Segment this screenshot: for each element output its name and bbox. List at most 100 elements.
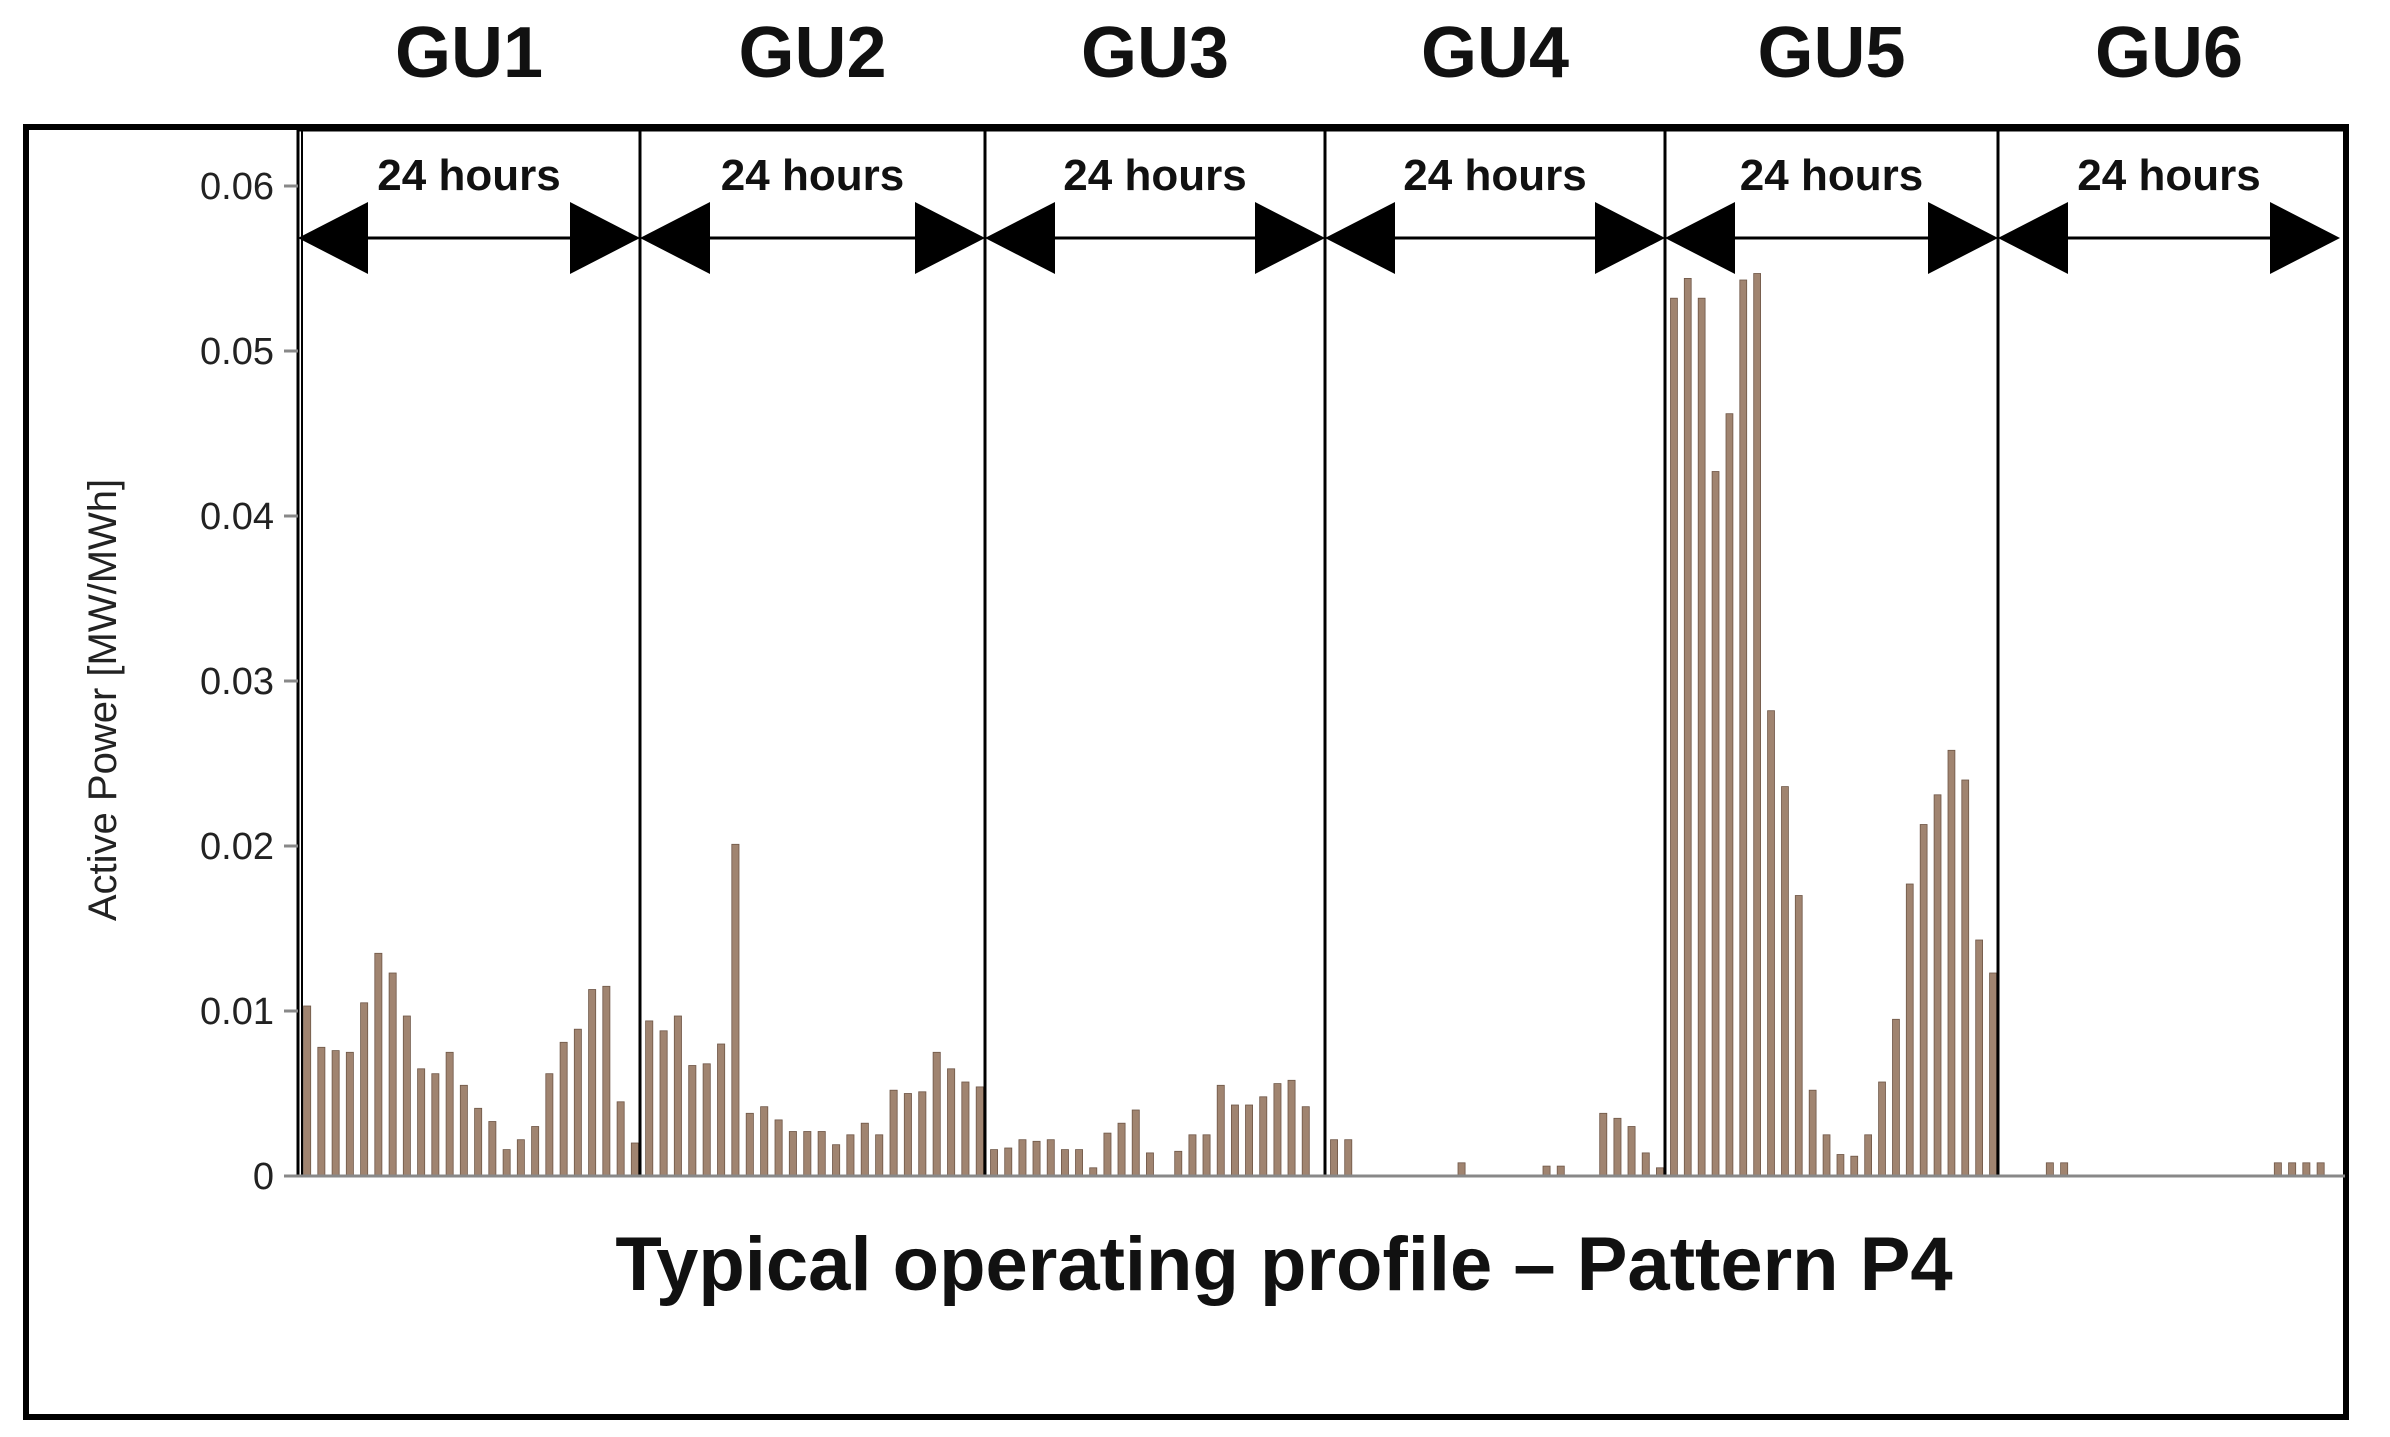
bar-gu4-h10 <box>1457 1162 1466 1177</box>
bar-gu4-h22 <box>1627 1126 1636 1177</box>
bar-gu3-h6 <box>1061 1149 1069 1177</box>
bar-gu5-h14 <box>1850 1155 1859 1177</box>
span-label: 24 hours <box>2077 151 2260 200</box>
bar-gu1-h16 <box>516 1139 525 1177</box>
bar-gu5-h4 <box>1711 471 1720 1177</box>
bar-gu5-h11 <box>1808 1089 1817 1177</box>
bar-gu5-h20 <box>1933 794 1942 1177</box>
group-label-gu2: GU2 <box>738 13 886 93</box>
span-arrow-left-head <box>985 202 1055 274</box>
bar-gu6-h23 <box>2316 1162 2325 1177</box>
span-arrow-right-head <box>1255 202 1325 274</box>
bar-gu3-h12 <box>1146 1152 1154 1177</box>
span-arrow-left-head <box>1998 202 2068 274</box>
bar-gu1-h13 <box>474 1107 483 1177</box>
bar-gu2-h5 <box>702 1063 711 1177</box>
bar-gu2-h7 <box>731 843 740 1177</box>
bar-gu1-h21 <box>588 989 597 1177</box>
bar-gu4-h20 <box>1599 1112 1608 1177</box>
bar-gu5-h9 <box>1781 786 1789 1177</box>
bar-gu5-h1 <box>1670 297 1678 1177</box>
bar-gu4-h21 <box>1613 1117 1622 1177</box>
span-arrow-right-head <box>1595 202 1665 274</box>
bar-gu4-h2 <box>1344 1139 1353 1177</box>
bar-gu1-h7 <box>388 972 397 1177</box>
bar-gu3-h3 <box>1018 1139 1027 1177</box>
span-arrow-left-head <box>640 202 710 274</box>
bar-gu3-h22 <box>1287 1079 1296 1177</box>
bar-gu1-h19 <box>559 1041 568 1177</box>
bar-gu1-h11 <box>445 1051 454 1177</box>
bar-gu3-h4 <box>1032 1140 1041 1177</box>
bar-gu4-h1 <box>1330 1139 1338 1177</box>
bar-gu1-h14 <box>488 1121 497 1177</box>
span-label: 24 hours <box>1063 151 1246 200</box>
bar-gu5-h13 <box>1836 1154 1845 1177</box>
span-arrow-left-head <box>298 202 368 274</box>
bar-gu5-h6 <box>1739 279 1748 1177</box>
bar-gu3-h2 <box>1004 1147 1013 1177</box>
bar-gu5-h5 <box>1725 413 1734 1177</box>
y-ticks: 0 0.01 0.02 0.03 0.04 0.05 0.06 <box>200 166 298 1198</box>
bar-gu3-h11 <box>1131 1109 1140 1177</box>
bar-gu2-h24 <box>975 1086 984 1177</box>
bar-gu3-h23 <box>1301 1106 1310 1177</box>
bar-gu1-h6 <box>374 952 383 1177</box>
bar-gu1-h3 <box>331 1050 340 1177</box>
bar-gu5-h22 <box>1961 779 1970 1177</box>
y-tick-label: 0.03 <box>200 661 274 703</box>
bar-gu1-h8 <box>402 1015 411 1177</box>
bar-gu5-h2 <box>1683 277 1692 1177</box>
y-tick-label: 0.04 <box>200 496 274 538</box>
bar-gu1-h23 <box>616 1101 625 1177</box>
bar-gu3-h20 <box>1259 1096 1268 1177</box>
bar-gu5-h17 <box>1892 1018 1900 1177</box>
bar-gu1-h2 <box>317 1046 326 1177</box>
bar-gu5-h7 <box>1753 273 1761 1177</box>
span-label: 24 hours <box>1740 151 1923 200</box>
bar-gu3-h10 <box>1117 1122 1126 1177</box>
bar-gu3-h18 <box>1231 1104 1239 1177</box>
y-tick-label: 0.01 <box>200 991 274 1033</box>
bar-gu1-h4 <box>345 1051 354 1177</box>
bar-gu5-h19 <box>1919 824 1928 1177</box>
bar-gu2-h15 <box>846 1134 855 1177</box>
chart-title: Typical operating profile – Pattern P4 <box>615 1222 1952 1307</box>
group-label-gu6: GU6 <box>2095 13 2243 93</box>
bar-gu1-h1 <box>303 1005 312 1177</box>
span-label: 24 hours <box>1403 151 1586 200</box>
y-axis-label: Active Power [MW/MWh] <box>81 479 125 921</box>
span-arrow-right-head <box>570 202 640 274</box>
bar-gu3-h21 <box>1273 1083 1282 1177</box>
bar-gu2-h9 <box>760 1106 769 1177</box>
bar-gu3-h1 <box>990 1149 998 1177</box>
bar-gu5-h18 <box>1905 883 1914 1177</box>
bar-gu2-h12 <box>803 1131 812 1177</box>
bar-gu2-h16 <box>860 1122 869 1177</box>
group-separators <box>301 130 2000 1176</box>
bar-gu1-h24 <box>630 1142 639 1177</box>
bar-gu1-h10 <box>431 1073 440 1177</box>
bar-gu2-h17 <box>875 1134 884 1177</box>
bar-gu2-h11 <box>788 1131 797 1177</box>
bar-gu5-h10 <box>1794 895 1803 1177</box>
bar-gu1-h15 <box>502 1149 511 1177</box>
bar-gu2-h21 <box>932 1051 941 1177</box>
bar-gu2-h8 <box>745 1112 754 1177</box>
bar-gu2-h14 <box>832 1144 841 1177</box>
bar-gu2-h20 <box>918 1091 927 1177</box>
span-arrows: 24 hours 24 hours 24 hours 24 hours 24 hours… <box>298 151 2340 274</box>
group-label-gu3: GU3 <box>1081 13 1229 93</box>
bar-gu5-h3 <box>1697 297 1706 1177</box>
bar-gu2-h3 <box>673 1015 682 1177</box>
bar-gu3-h17 <box>1216 1084 1225 1177</box>
bar-gu4-h23 <box>1641 1152 1650 1177</box>
bar-gu2-h22 <box>947 1068 956 1177</box>
bar-gu1-h20 <box>573 1028 582 1177</box>
group-label-gu5: GU5 <box>1757 13 1905 93</box>
bar-gu2-h2 <box>659 1030 668 1177</box>
bar-gu5-h21 <box>1947 749 1956 1177</box>
bar-gu5-h15 <box>1864 1134 1872 1177</box>
bar-gu2-h4 <box>688 1065 697 1177</box>
span-arrow-right-head <box>915 202 985 274</box>
